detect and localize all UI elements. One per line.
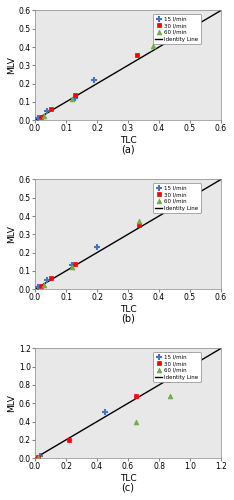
30 l/min <box>137 222 140 228</box>
60 l/min <box>151 43 154 49</box>
15 l/min <box>92 77 95 83</box>
Text: (b): (b) <box>121 314 135 324</box>
60 l/min <box>43 282 46 288</box>
Line: 60 l/min: 60 l/min <box>42 219 141 287</box>
30 l/min <box>74 262 77 268</box>
30 l/min <box>37 454 40 460</box>
Line: 15 l/min: 15 l/min <box>36 368 189 460</box>
15 l/min <box>37 284 40 290</box>
15 l/min <box>184 368 187 374</box>
30 l/min <box>40 282 43 288</box>
Line: 30 l/min: 30 l/min <box>39 53 140 120</box>
15 l/min <box>96 244 99 250</box>
Line: 30 l/min: 30 l/min <box>39 222 141 288</box>
15 l/min <box>46 277 49 283</box>
60 l/min <box>71 96 74 102</box>
Legend: 15 l/min, 30 l/min, 60 l/min, Identity Line: 15 l/min, 30 l/min, 60 l/min, Identity L… <box>153 184 201 212</box>
30 l/min <box>40 114 43 120</box>
Y-axis label: MLV: MLV <box>7 56 16 74</box>
Y-axis label: MLV: MLV <box>7 226 16 243</box>
60 l/min <box>187 370 190 376</box>
15 l/min <box>168 378 171 384</box>
X-axis label: TLC: TLC <box>120 136 136 145</box>
30 l/min <box>74 92 77 98</box>
15 l/min <box>46 108 49 114</box>
15 l/min <box>103 410 106 416</box>
Y-axis label: MLV: MLV <box>7 394 16 412</box>
Line: 15 l/min: 15 l/min <box>35 76 97 122</box>
Text: (c): (c) <box>121 482 135 492</box>
Line: 15 l/min: 15 l/min <box>35 244 100 291</box>
30 l/min <box>167 377 170 383</box>
60 l/min <box>37 454 40 460</box>
30 l/min <box>134 393 137 399</box>
Line: 30 l/min: 30 l/min <box>36 370 188 460</box>
15 l/min <box>37 116 40 121</box>
60 l/min <box>134 418 137 424</box>
Line: 60 l/min: 60 l/min <box>36 370 191 460</box>
30 l/min <box>68 437 70 443</box>
15 l/min <box>74 95 77 101</box>
Text: (a): (a) <box>121 144 135 154</box>
X-axis label: TLC: TLC <box>120 474 136 483</box>
60 l/min <box>71 264 74 270</box>
X-axis label: TLC: TLC <box>120 305 136 314</box>
60 l/min <box>168 393 171 399</box>
60 l/min <box>43 112 46 118</box>
30 l/min <box>136 52 139 59</box>
60 l/min <box>137 218 140 224</box>
30 l/min <box>184 369 187 375</box>
15 l/min <box>38 454 41 460</box>
Line: 60 l/min: 60 l/min <box>42 44 155 118</box>
Legend: 15 l/min, 30 l/min, 60 l/min, Identity Line: 15 l/min, 30 l/min, 60 l/min, Identity L… <box>153 352 201 382</box>
Legend: 15 l/min, 30 l/min, 60 l/min, Identity Line: 15 l/min, 30 l/min, 60 l/min, Identity L… <box>153 14 201 44</box>
15 l/min <box>71 262 74 268</box>
30 l/min <box>49 275 52 281</box>
30 l/min <box>49 106 52 112</box>
